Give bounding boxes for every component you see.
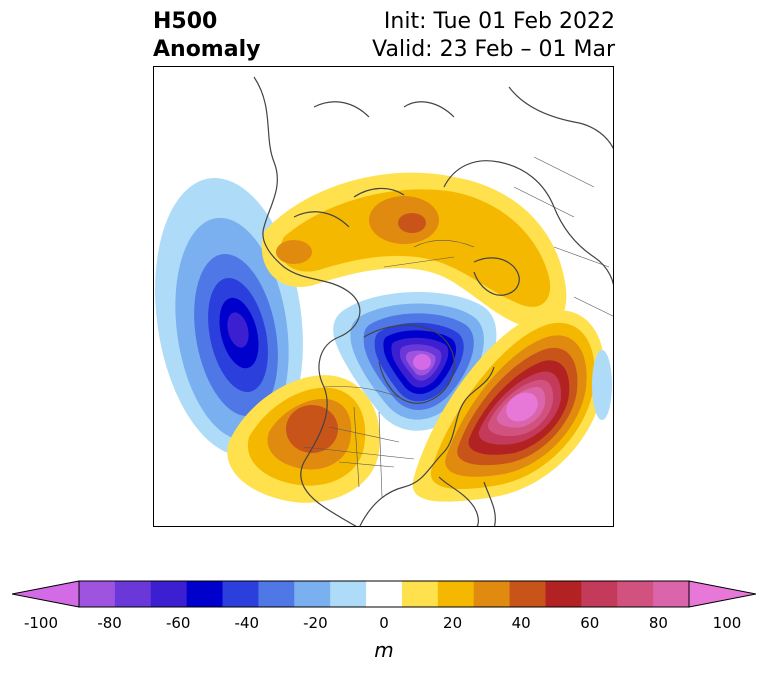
- anomaly-east-edge: [592, 350, 612, 420]
- colorbar-segment: [509, 581, 546, 607]
- colorbar-tick-label: -100: [23, 614, 59, 632]
- ridge-western-us: [227, 375, 380, 503]
- colorbar-tick-label: 0: [379, 614, 389, 632]
- colorbar-segment: [222, 581, 259, 607]
- ridge-north-atlantic: [412, 310, 605, 502]
- colorbar-segment: [617, 581, 654, 607]
- colorbar-segment: [114, 581, 152, 607]
- colorbar-tick-label: 80: [648, 614, 668, 632]
- colorbar-unit-label: m: [374, 638, 394, 662]
- colorbar-tick-label: -20: [303, 614, 328, 632]
- anomaly-map: [155, 76, 613, 526]
- colorbar-segment: [366, 581, 403, 607]
- colorbar-segment: [653, 581, 690, 607]
- colorbar-tick-label: -60: [165, 614, 191, 632]
- title-valid-range: Valid: 23 Feb – 01 Mar: [372, 37, 615, 62]
- title-variable: H500: [153, 9, 218, 34]
- political-borders: [303, 156, 613, 498]
- colorbar-tick-label: 40: [511, 614, 531, 632]
- colorbar-segment: [258, 581, 295, 607]
- colorbar-segment: [581, 581, 618, 607]
- colorbar-segment: [79, 581, 116, 607]
- colorbar-segment: [473, 581, 511, 607]
- colorbar-tick-label: -80: [97, 614, 122, 632]
- colorbar-segment: [186, 581, 224, 607]
- colorbar-segment: [437, 581, 475, 607]
- colorbar-segment: [545, 581, 582, 607]
- title-left: H500 Anomaly: [153, 8, 260, 64]
- title-right: Init: Tue 01 Feb 2022 Valid: 23 Feb – 01…: [372, 8, 615, 64]
- colorbar-segment: [330, 581, 367, 607]
- trough-hudson-bay: [333, 292, 497, 431]
- colorbar-segment: [294, 581, 331, 607]
- colorbar-tick-label: 100: [712, 614, 742, 632]
- colorbar-segment: [150, 581, 188, 607]
- colorbar-tick-label: 60: [580, 614, 600, 632]
- map-panel: [153, 66, 614, 527]
- colorbar-tick-label: 20: [443, 614, 463, 632]
- title-init-date: Init: Tue 01 Feb 2022: [383, 9, 615, 34]
- colorbar-segment: [401, 581, 439, 607]
- title-product: Anomaly: [153, 37, 261, 62]
- colorbar-extend-low: [12, 580, 80, 608]
- colorbar-frame: [78, 580, 690, 608]
- colorbar: [12, 580, 756, 608]
- colorbar-extend-high: [688, 580, 756, 608]
- ridge-arctic-siberia: [261, 172, 567, 330]
- colorbar-tick-label: -40: [234, 614, 260, 632]
